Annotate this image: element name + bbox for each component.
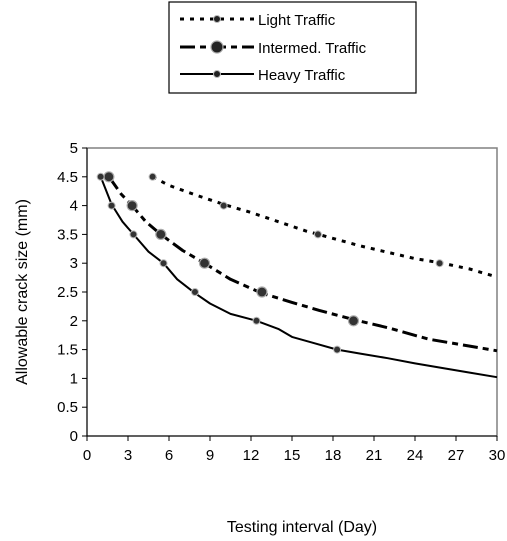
y-tick-label: 1.5 [57,342,78,359]
x-tick-label: 6 [165,447,173,464]
data-point [347,315,360,327]
data-point [155,228,167,240]
x-tick-label: 15 [284,447,301,464]
y-tick-label: 0.5 [57,399,78,416]
y-tick-label: 3.5 [57,226,78,243]
data-point [129,230,138,239]
data-point [313,230,322,239]
plot-border [86,147,498,437]
data-point [435,259,444,268]
data-point [159,259,168,268]
series-line [99,176,498,379]
data-point [96,172,105,181]
y-tick-label: 1 [70,370,78,387]
x-tick-label: 0 [83,447,91,464]
x-tick-label: 3 [124,447,132,464]
y-tick-label: 4 [70,198,78,215]
data-point [219,201,228,210]
data-point [107,201,116,210]
legend-label: Heavy Traffic [258,67,346,84]
x-axis-title: Testing interval (Day) [227,519,377,536]
axes: 0 3 6 9 12 15 18 21 24 27 30 0 0.5 1 1.5 2 2.5 3 3.5 4 4.5 5 [57,140,505,464]
x-tick-label: 18 [325,447,342,464]
y-tick-label: 4.5 [57,169,78,186]
plot-area [86,147,498,437]
legend-label: Intermed. Traffic [258,40,367,57]
series-light-traffic [148,172,498,279]
data-point [252,316,261,325]
series-heavy-traffic [96,172,498,379]
legend: Light Traffic Intermed. Traffic Heavy Traf… [168,1,417,94]
data-point [126,200,138,212]
data-point [103,171,115,183]
series-intermed-traffic [103,171,498,353]
series-line [151,175,498,279]
legend-label: Light Traffic [258,12,336,29]
y-tick-label: 2 [70,313,78,330]
x-tick-label: 27 [448,447,465,464]
data-point [198,257,211,269]
legend-marker [213,15,221,23]
x-tick-label: 9 [206,447,214,464]
y-tick-label: 5 [70,140,78,157]
series-group [96,171,498,379]
series-line [107,175,498,353]
legend-box [168,1,417,94]
y-tick-label: 0 [70,428,78,445]
data-point [333,345,342,354]
y-tick-label: 3 [70,255,78,272]
legend-marker [213,70,221,78]
x-tick-label: 12 [243,447,260,464]
x-tick-label: 30 [489,447,506,464]
x-tick-label: 24 [407,447,424,464]
y-axis-title: Allowable crack size (mm) [14,199,31,385]
data-point [256,286,268,298]
y-tick-label: 2.5 [57,284,78,301]
data-point [190,288,199,296]
data-point [148,172,157,181]
legend-marker [210,40,224,54]
x-tick-label: 21 [366,447,383,464]
